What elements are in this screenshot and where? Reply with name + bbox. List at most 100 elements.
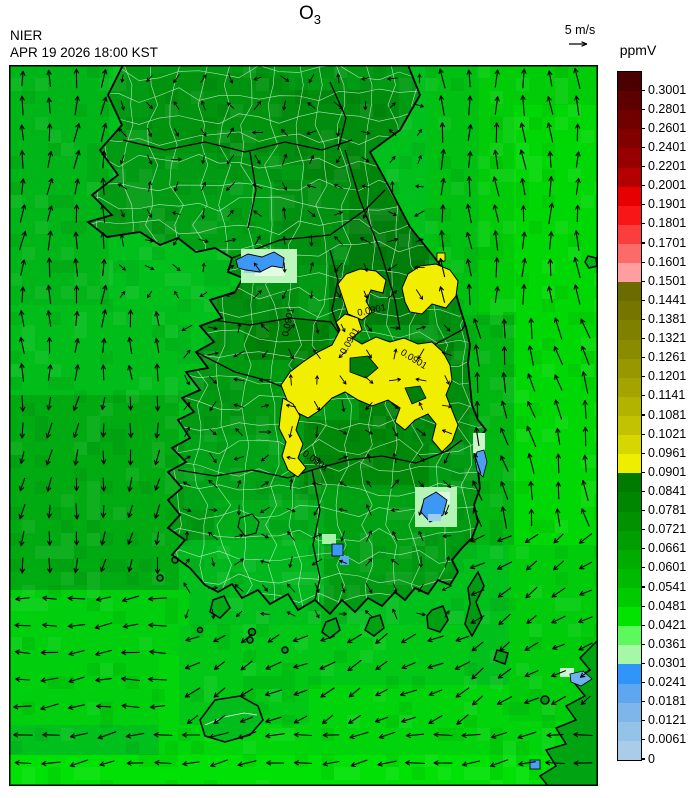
- colorbar-tick-label: 0.0541: [648, 579, 687, 594]
- colorbar-segment: [618, 243, 641, 264]
- wind-ref-label: 5 m/s: [564, 23, 596, 37]
- colorbar-segment: [618, 339, 641, 359]
- colorbar-segment: [618, 587, 641, 608]
- colorbar-tick: [641, 376, 645, 378]
- colorbar-tick-label: 0.1321: [648, 331, 687, 346]
- colorbar-segment: [618, 683, 641, 703]
- colorbar-segment: [618, 167, 641, 187]
- colorbar-segment: [618, 148, 641, 168]
- colorbar-tick-label: 0.3001: [648, 82, 687, 97]
- land-layer: [88, 65, 486, 614]
- colorbar: 0.3001 0.2801 0.2601 0.2401 0.2201 0.2001 0.19…: [617, 71, 692, 771]
- colorbar-tick: [641, 643, 645, 645]
- colorbar-tick: [641, 490, 645, 493]
- colorbar-segment: [618, 664, 641, 684]
- colorbar-tick: [641, 605, 645, 607]
- map-border: [9, 65, 598, 786]
- colorbar-tick: [641, 89, 645, 91]
- colorbar-segment: [618, 110, 641, 130]
- colorbar-tick: [641, 567, 645, 569]
- colorbar-segment: [618, 186, 641, 206]
- colorbar-segment: [618, 301, 641, 321]
- colorbar-tick-label: 0.2201: [648, 159, 687, 174]
- colorbar-segment: [618, 626, 641, 646]
- colorbar-segment: [618, 320, 641, 340]
- colorbar-tick: [641, 146, 645, 149]
- colorbar-tick: [641, 318, 645, 321]
- colorbar-segment: [618, 377, 641, 397]
- colorbar-tick-label: 0.0841: [648, 483, 687, 498]
- colorbar-tick-label: 0.2801: [648, 101, 687, 116]
- colorbar-tick-label: 0.0061: [648, 732, 687, 747]
- colorbar-tick: [641, 758, 645, 760]
- colorbar-tick-label: 0.0361: [648, 636, 687, 651]
- colorbar-tick: [641, 395, 645, 397]
- colorbar-tick-label: 0.0901: [648, 464, 687, 479]
- colorbar-segment: [618, 205, 641, 225]
- raster-noise-layer: [9, 65, 598, 786]
- colorbar-tick: [641, 108, 645, 110]
- colorbar-tick-label: 0.0601: [648, 560, 687, 575]
- colorbar-tick: [641, 509, 645, 512]
- colorbar-tick: [641, 127, 645, 129]
- colorbar-segment: [618, 263, 641, 283]
- colorbar-tick-label: 0.0961: [648, 445, 687, 460]
- colorbar-tick: [641, 701, 645, 703]
- colorbar-tick: [641, 165, 645, 168]
- colorbar-segment: [618, 224, 641, 244]
- colorbar-tick-label: 0.1801: [648, 216, 687, 231]
- colorbar-segment: [618, 492, 641, 512]
- coastline: [86, 65, 488, 616]
- colorbar-tick: [641, 204, 645, 206]
- colorbar-tick: [641, 681, 645, 684]
- colorbar-tick-label: 0.1141: [648, 388, 686, 403]
- colorbar-tick-label: 0.0781: [648, 503, 687, 518]
- unit-label: ppmV: [619, 42, 657, 58]
- colorbar-segment: [618, 129, 641, 149]
- colorbar-tick-label: 0.1701: [648, 235, 687, 250]
- colorbar-tick: [641, 357, 645, 359]
- wind-ref-arrow-icon: [569, 41, 588, 47]
- colorbar-segment: [618, 568, 641, 588]
- colorbar-tick-label: 0.0121: [648, 713, 687, 728]
- colorbar-tick-label: 0.1441: [648, 292, 687, 307]
- colorbar-tick-label: 0.0481: [648, 598, 687, 613]
- colorbar-tick: [641, 548, 645, 550]
- colorbar-tick-label: 0.0661: [648, 541, 687, 556]
- colorbar-tick: [641, 586, 645, 588]
- wind-vectors-layer: [13, 67, 593, 768]
- colorbar-tick-label: 0.2601: [648, 120, 687, 135]
- colorbar-tick: [641, 261, 645, 263]
- colorbar-tick-label: 0.0721: [648, 522, 687, 537]
- colorbar-segment: [618, 473, 641, 493]
- colorbar-tick: [641, 280, 645, 282]
- colorbar-tick: [641, 337, 645, 340]
- colorbar-tick-label: 0.2001: [648, 178, 687, 193]
- colorbar-segment: [618, 358, 641, 378]
- colorbar-tick-label: 0.1601: [648, 254, 687, 269]
- colorbar-tick-label: 0.1201: [648, 369, 687, 384]
- colorbar-tick: [641, 624, 645, 626]
- colorbar-segment: [618, 396, 641, 416]
- colorbar-tick-label: 0: [648, 751, 655, 766]
- colorbar-segment: [618, 91, 641, 111]
- colorbar-tick-label: 0.0181: [648, 694, 687, 709]
- title-species: O: [298, 3, 314, 24]
- colorbar-tick: [641, 529, 645, 531]
- source-label: NIER: [10, 28, 43, 43]
- colorbar-tick-label: 0.0241: [648, 675, 687, 690]
- colorbar-tick-label: 0.1021: [648, 426, 687, 441]
- colorbar-tick: [641, 185, 645, 187]
- colorbar-tick-label: 0.1081: [648, 407, 687, 422]
- colorbar-bar: [617, 71, 642, 761]
- colorbar-segment: [618, 454, 641, 474]
- colorbar-tick: [641, 662, 645, 665]
- colorbar-tick-label: 0.1381: [648, 311, 687, 326]
- colorbar-tick: [641, 720, 645, 722]
- colorbar-segment: [618, 72, 641, 92]
- colorbar-segment: [618, 645, 641, 665]
- colorbar-segment: [618, 702, 641, 722]
- colorbar-tick-label: 0.1901: [648, 197, 687, 212]
